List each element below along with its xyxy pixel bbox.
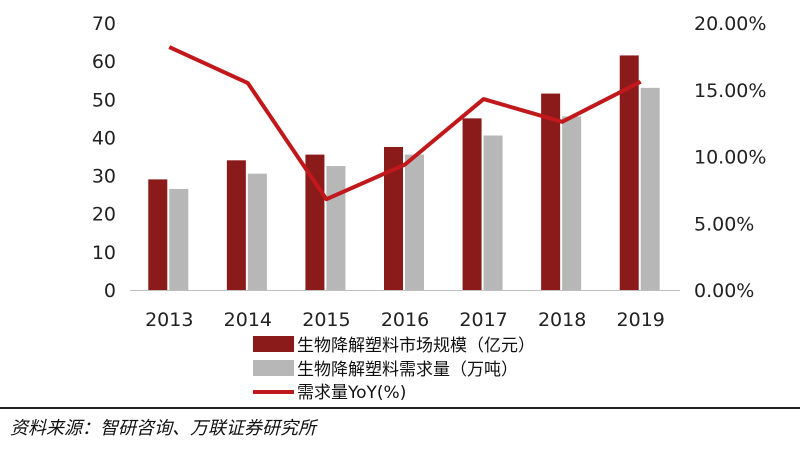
source-note: 资料来源：智研咨询、万联证券研究所 (10, 418, 316, 439)
bar (326, 166, 346, 290)
x-tick-label: 2013 (145, 309, 193, 331)
legend-swatch (253, 360, 294, 376)
bar (384, 146, 403, 290)
y-left-tick-label: 50 (92, 89, 116, 111)
bar (541, 93, 561, 290)
y-right-tick-label: 0.00% (694, 280, 754, 302)
x-tick-label: 2016 (381, 309, 429, 331)
y-left-tick-label: 70 (92, 13, 116, 35)
source-divider (0, 407, 800, 409)
y-right-tick-label: 20.00% (694, 13, 766, 35)
x-tick-label: 2018 (538, 309, 586, 331)
y-left-tick-label: 20 (92, 204, 116, 226)
bar (640, 87, 660, 290)
y-left-tick-label: 30 (92, 166, 116, 188)
bar (483, 135, 503, 290)
legend-label: 生物降解塑料市场规模（亿元） (297, 336, 535, 356)
y-left-tick-label: 40 (92, 127, 116, 149)
x-tick-label: 2014 (224, 309, 272, 331)
x-tick-label: 2019 (617, 309, 665, 331)
y-right-tick-label: 10.00% (694, 147, 766, 169)
legend-label: 生物降解塑料需求量（万吨） (297, 360, 518, 380)
y-left-tick-label: 10 (92, 242, 116, 264)
x-tick-label: 2017 (459, 309, 507, 331)
y-right-tick-label: 5.00% (694, 213, 754, 235)
y-left-tick-label: 60 (92, 51, 116, 73)
bar (226, 160, 246, 290)
bar (562, 116, 582, 290)
bar (148, 179, 168, 290)
bar (247, 173, 267, 290)
x-tick-label: 2015 (302, 309, 350, 331)
y-left-tick-label: 0 (104, 280, 116, 302)
bar (619, 55, 639, 290)
bar (169, 188, 189, 290)
legend-swatch (253, 336, 294, 352)
legend-label: 需求量YoY(%) (297, 383, 406, 403)
bar (462, 118, 482, 290)
y-right-tick-label: 15.00% (694, 80, 766, 102)
bar (405, 154, 424, 290)
